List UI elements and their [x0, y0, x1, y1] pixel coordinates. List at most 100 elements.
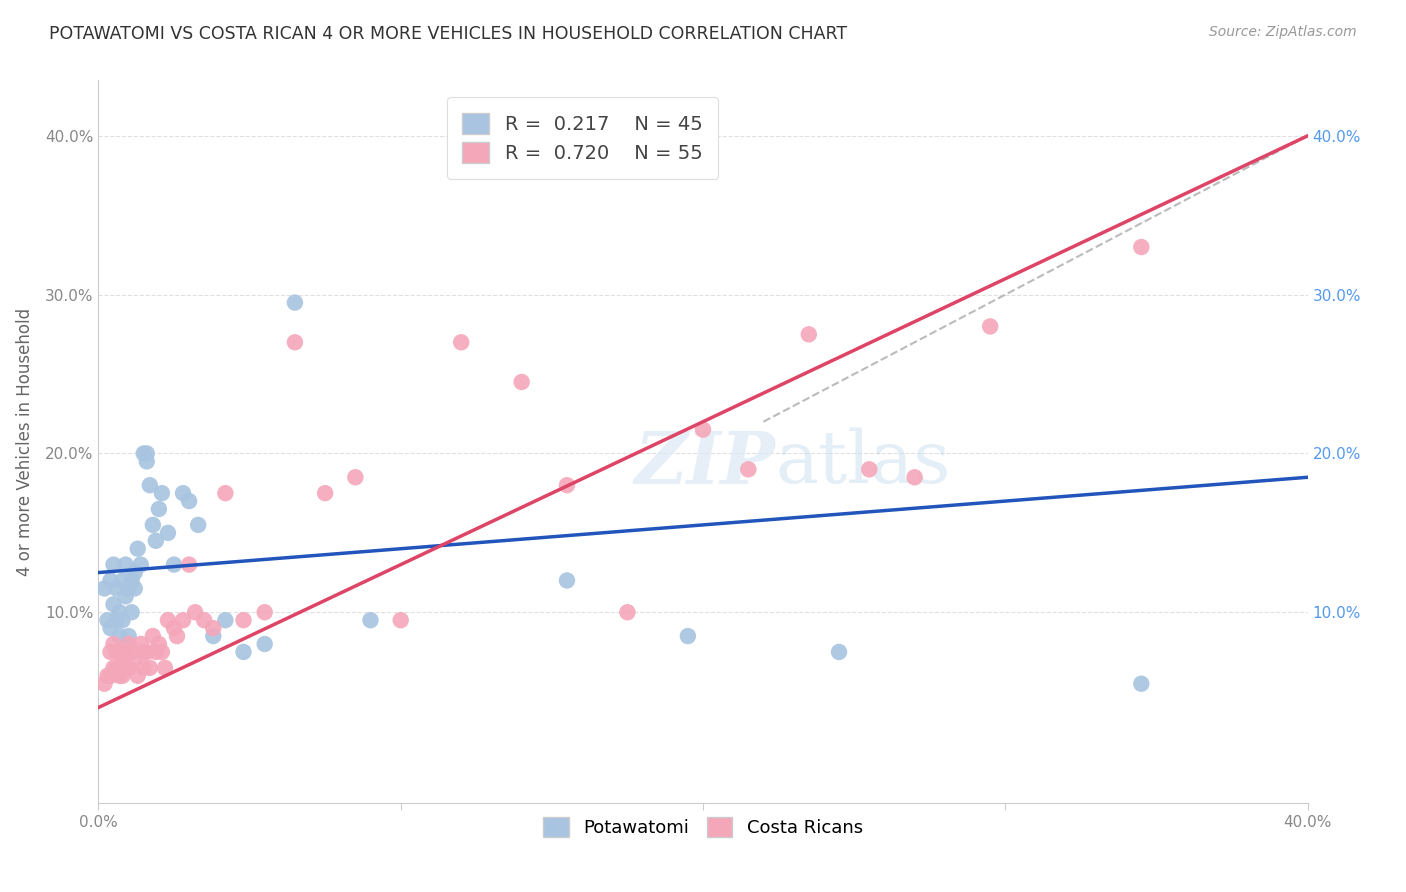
Point	[103, 597, 125, 611]
Point	[103, 558, 125, 572]
Point	[100, 669, 122, 683]
Point	[184, 605, 207, 619]
Point	[163, 558, 186, 572]
Point	[96, 613, 118, 627]
Point	[121, 645, 143, 659]
Point	[692, 423, 714, 437]
Point	[135, 446, 157, 460]
Point	[148, 637, 170, 651]
Point	[179, 558, 201, 572]
Point	[93, 582, 115, 596]
Point	[118, 661, 141, 675]
Point	[284, 295, 307, 310]
Point	[100, 645, 122, 659]
Point	[108, 669, 131, 683]
Point	[127, 541, 149, 556]
Point	[111, 653, 134, 667]
Point	[202, 629, 225, 643]
Point	[148, 502, 170, 516]
Point	[139, 478, 162, 492]
Point	[132, 661, 155, 675]
Point	[108, 629, 131, 643]
Point	[904, 470, 927, 484]
Point	[124, 566, 146, 580]
Point	[828, 645, 851, 659]
Point	[737, 462, 759, 476]
Point	[150, 645, 173, 659]
Point	[253, 637, 276, 651]
Point	[129, 637, 152, 651]
Point	[118, 582, 141, 596]
Point	[145, 533, 167, 548]
Point	[111, 574, 134, 588]
Point	[797, 327, 820, 342]
Point	[232, 645, 254, 659]
Point	[214, 613, 236, 627]
Point	[108, 645, 131, 659]
Legend: Potawatomi, Costa Ricans: Potawatomi, Costa Ricans	[536, 810, 870, 845]
Point	[1130, 676, 1153, 690]
Point	[111, 669, 134, 683]
Point	[193, 613, 215, 627]
Point	[156, 613, 179, 627]
Point	[555, 478, 578, 492]
Point	[616, 605, 638, 619]
Point	[108, 605, 131, 619]
Point	[1130, 240, 1153, 254]
Text: ZIP: ZIP	[634, 428, 776, 499]
Point	[139, 661, 162, 675]
Point	[129, 558, 152, 572]
Point	[450, 335, 472, 350]
Point	[232, 613, 254, 627]
Point	[145, 645, 167, 659]
Point	[510, 375, 533, 389]
Point	[153, 661, 176, 675]
Point	[555, 574, 578, 588]
Point	[114, 661, 136, 675]
Point	[100, 574, 122, 588]
Point	[121, 574, 143, 588]
Point	[105, 582, 128, 596]
Point	[360, 613, 382, 627]
Point	[172, 613, 194, 627]
Point	[105, 613, 128, 627]
Point	[105, 661, 128, 675]
Point	[142, 517, 165, 532]
Point	[858, 462, 880, 476]
Point	[142, 629, 165, 643]
Y-axis label: 4 or more Vehicles in Household: 4 or more Vehicles in Household	[15, 308, 34, 575]
Point	[118, 637, 141, 651]
Point	[114, 645, 136, 659]
Point	[253, 605, 276, 619]
Point	[135, 645, 157, 659]
Point	[93, 676, 115, 690]
Text: POTAWATOMI VS COSTA RICAN 4 OR MORE VEHICLES IN HOUSEHOLD CORRELATION CHART: POTAWATOMI VS COSTA RICAN 4 OR MORE VEHI…	[49, 25, 848, 43]
Point	[166, 629, 188, 643]
Point	[114, 558, 136, 572]
Point	[127, 669, 149, 683]
Point	[132, 645, 155, 659]
Point	[100, 621, 122, 635]
Point	[389, 613, 412, 627]
Point	[124, 582, 146, 596]
Point	[121, 605, 143, 619]
Point	[172, 486, 194, 500]
Point	[676, 629, 699, 643]
Point	[103, 661, 125, 675]
Point	[111, 613, 134, 627]
Point	[103, 637, 125, 651]
Point	[163, 621, 186, 635]
Point	[156, 525, 179, 540]
Point	[202, 621, 225, 635]
Point	[118, 629, 141, 643]
Point	[150, 486, 173, 500]
Point	[214, 486, 236, 500]
Point	[96, 669, 118, 683]
Point	[187, 517, 209, 532]
Point	[114, 590, 136, 604]
Text: atlas: atlas	[776, 428, 950, 499]
Point	[284, 335, 307, 350]
Point	[105, 645, 128, 659]
Point	[314, 486, 336, 500]
Point	[179, 494, 201, 508]
